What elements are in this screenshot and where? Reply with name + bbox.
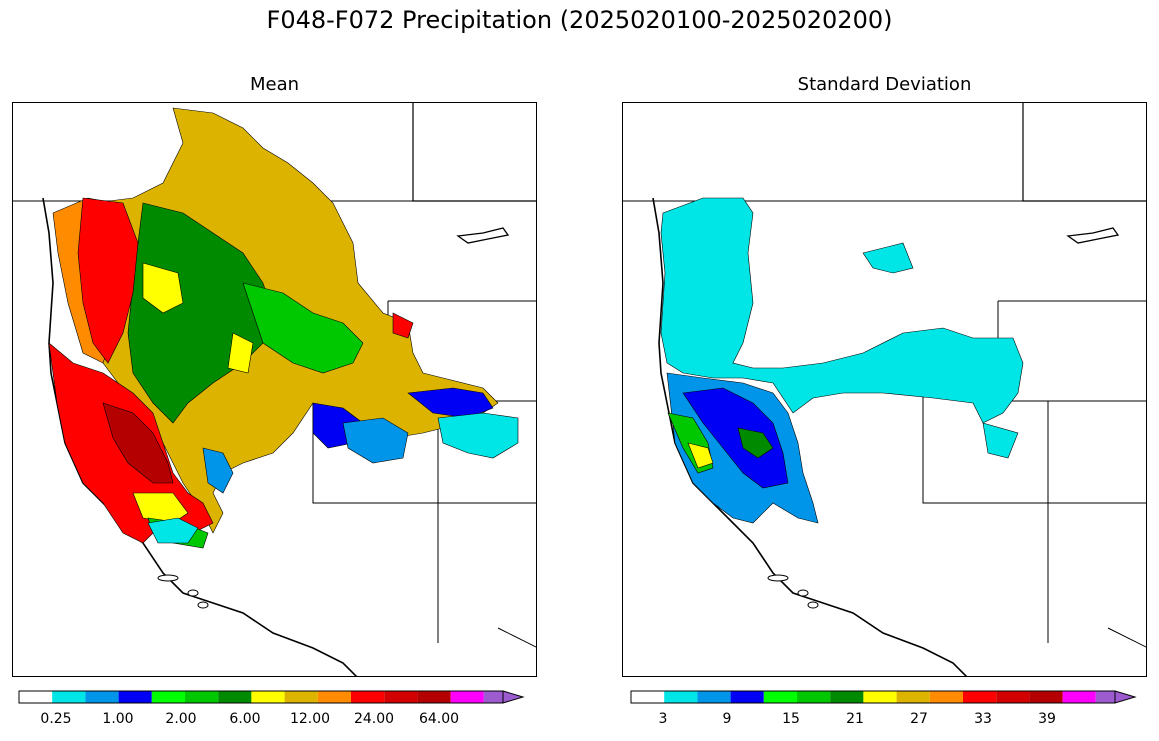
- stddev-colorbar-tick-label: 15: [782, 711, 800, 727]
- mean-colorbar-outline: [18, 690, 504, 704]
- stddev-colorbar-swatch: [631, 691, 665, 703]
- mean-panel-title: Mean: [249, 74, 300, 95]
- mean-colorbar-tick-label: 2.00: [165, 711, 197, 727]
- mean-colorbar-tick-label: 1.00: [102, 711, 134, 727]
- stddev-colorbar-swatch: [664, 691, 698, 703]
- mean-colorbar-swatch: [19, 691, 53, 703]
- stddev-panel-title: Standard Deviation: [797, 74, 972, 95]
- stddev-colorbar-swatch: [996, 691, 1030, 703]
- mean-colorbar-swatch: [218, 691, 252, 703]
- mean-colorbar-bar: [18, 690, 525, 704]
- mean-colorbar-swatch: [317, 691, 351, 703]
- stddev-colorbar-outline: [630, 690, 1116, 704]
- mean-colorbar-tick-label: 64.00: [418, 711, 460, 727]
- stddev-colorbar-tick-label: 3: [658, 711, 668, 727]
- mean-colorbar-tick-label: 24.00: [353, 711, 395, 727]
- stddev-colorbar-swatch: [797, 691, 831, 703]
- mean-colorbar-swatch: [351, 691, 385, 703]
- stddev-colorbar-swatch: [863, 691, 897, 703]
- stddev-colorbar-swatch: [929, 691, 963, 703]
- mean-colorbar: [18, 690, 533, 710]
- mean-colorbar-tick-label: 6.00: [229, 711, 261, 727]
- mean-colorbar-swatch: [251, 691, 285, 703]
- mean-colorbar-swatch: [284, 691, 318, 703]
- mean-colorbar-tick-label: 0.25: [40, 711, 72, 727]
- stddev-colorbar-extend-arrow: [1114, 690, 1137, 704]
- mean-colorbar-swatch: [151, 691, 185, 703]
- stddev-colorbar-tick-label: 27: [910, 711, 928, 727]
- stddev-colorbar-swatch: [1029, 691, 1063, 703]
- figure-title: F048-F072 Precipitation (2025020100-2025…: [266, 6, 893, 34]
- mean-colorbar-swatch: [483, 691, 503, 703]
- stddev-colorbar: [630, 690, 1145, 710]
- stddev-colorbar-swatch: [963, 691, 997, 703]
- stddev-colorbar-swatch: [830, 691, 864, 703]
- mean-colorbar-swatch: [417, 691, 451, 703]
- mean-colorbar-swatch: [185, 691, 219, 703]
- stddev-colorbar-tick-label: 9: [722, 711, 732, 727]
- stddev-colorbar-swatch: [763, 691, 797, 703]
- mean-colorbar-swatch: [118, 691, 152, 703]
- stddev-colorbar-swatch: [697, 691, 731, 703]
- mean-colorbar-swatch: [85, 691, 119, 703]
- stddev-colorbar-swatch: [896, 691, 930, 703]
- mean-map: [12, 102, 537, 677]
- mean-colorbar-swatch: [450, 691, 484, 703]
- mean-colorbar-extend-arrow: [502, 690, 525, 704]
- stddev-map: [622, 102, 1147, 677]
- stddev-colorbar-swatch: [730, 691, 764, 703]
- stddev-colorbar-tick-label: 39: [1038, 711, 1056, 727]
- stddev-colorbar-bar: [630, 690, 1137, 704]
- stddev-colorbar-swatch: [1062, 691, 1096, 703]
- mean-colorbar-swatch: [52, 691, 86, 703]
- stddev-colorbar-swatch: [1095, 691, 1115, 703]
- stddev-colorbar-tick-label: 21: [846, 711, 864, 727]
- mean-colorbar-swatch: [384, 691, 418, 703]
- mean-colorbar-tick-label: 12.00: [289, 711, 331, 727]
- stddev-colorbar-tick-label: 33: [974, 711, 992, 727]
